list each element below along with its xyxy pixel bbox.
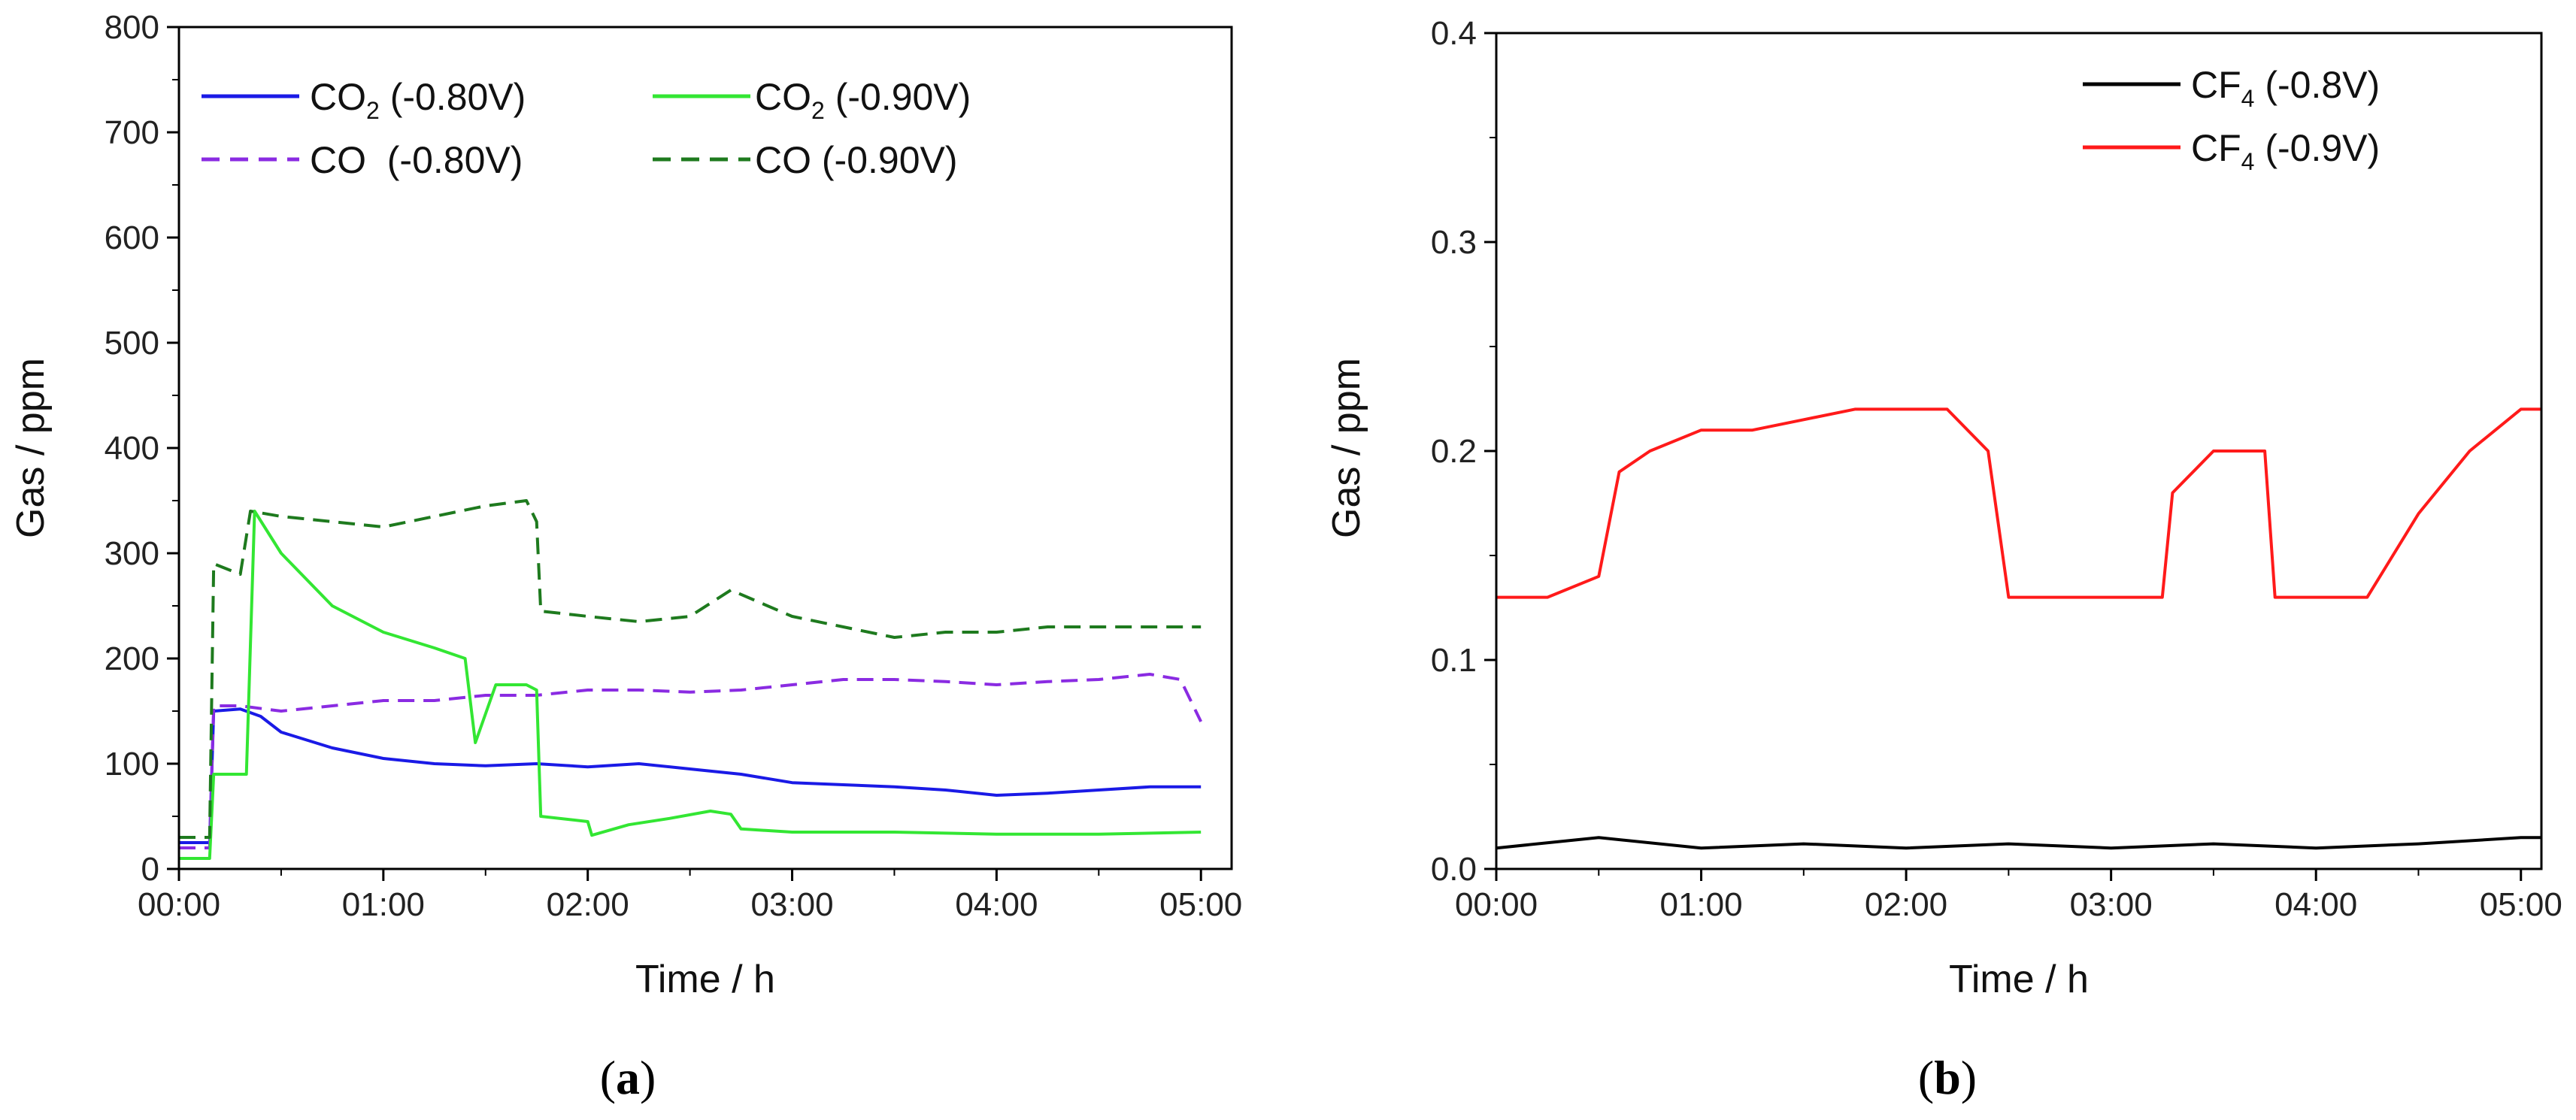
panel-a-series-line-3 — [179, 499, 1202, 839]
panel-b-caption-close: ) — [1961, 1051, 1977, 1104]
panel-a-chart: 00:00 01:00 02:00 03:00 04:00 05:00 0 100 200 30… — [9, 9, 1242, 1104]
panel-b-x-tick-label: 00:00 — [1455, 886, 1538, 923]
legend-label-cf4-09-main: CF — [2191, 127, 2241, 169]
legend-label-cf4-08-sub: 4 — [2241, 85, 2255, 112]
panel-a-y-tick-label: 600 — [105, 219, 159, 256]
panel-b-x-tick-label: 02:00 — [1865, 886, 1947, 923]
panel-a-x-tick-label: 05:00 — [1159, 886, 1242, 923]
legend-label-co-090-rest: (-0.90V) — [811, 139, 958, 181]
panel-a-y-axis: 0 100 200 300 400 500 600 700 800 — [105, 9, 179, 888]
legend-label-co-080-main: CO — [310, 139, 366, 181]
panel-b-x-tick-label: 03:00 — [2070, 886, 2153, 923]
legend-label-co2-090-rest: (-0.90V) — [825, 76, 971, 118]
legend-label-co2-080-sub: 2 — [366, 97, 380, 124]
legend-label-co2-090-sub: 2 — [811, 97, 825, 124]
panel-a-x-axis: 00:00 01:00 02:00 03:00 04:00 05:00 — [138, 869, 1242, 923]
svg-text:CF4 (-0.8V): CF4 (-0.8V) — [2191, 64, 2380, 112]
legend-label-cf4-08-rest: (-0.8V) — [2254, 64, 2380, 106]
legend-entry-cf4-08: CF4 (-0.8V) — [2083, 64, 2380, 112]
panel-b-legend: CF4 (-0.8V) CF4 (-0.9V) — [2083, 64, 2380, 175]
panel-b-chart: 00:00 01:00 02:00 03:00 04:00 05:00 0.0 0.1 0.2… — [1325, 15, 2562, 1104]
panel-b-x-axis: 00:00 01:00 02:00 03:00 04:00 05:00 — [1455, 869, 2562, 923]
panel-a-x-tick-label: 01:00 — [342, 886, 425, 923]
legend-label-co2-080-main: CO — [310, 76, 366, 118]
panel-a-series-line-1 — [179, 673, 1202, 849]
panel-b-y-tick-label: 0.1 — [1431, 642, 1477, 679]
legend-entry-co2-090: CO2 (-0.90V) — [653, 76, 971, 124]
panel-b-y-tick-label: 0.2 — [1431, 433, 1477, 470]
panel-a-x-tick-label: 03:00 — [750, 886, 833, 923]
panel-a-x-tick-label: 04:00 — [955, 886, 1038, 923]
panel-a-caption-close: ) — [640, 1051, 656, 1104]
panel-b-y-tick-label: 0.4 — [1431, 15, 1477, 52]
legend-label-cf4-08-main: CF — [2191, 64, 2241, 106]
panel-b-caption-letter: b — [1934, 1051, 1961, 1104]
panel-a-caption-letter: a — [616, 1051, 640, 1104]
panel-a-y-tick-label: 700 — [105, 114, 159, 151]
panel-a-y-tick-label: 300 — [105, 535, 159, 572]
panel-a-series-line-0 — [179, 707, 1202, 844]
panel-a-y-tick-label: 200 — [105, 640, 159, 677]
panel-b-y-axis: 0.0 0.1 0.2 0.3 0.4 — [1431, 15, 1496, 888]
svg-text:CF4 (-0.9V): CF4 (-0.9V) — [2191, 127, 2380, 175]
svg-text:CO (-0.80V): CO (-0.80V) — [310, 139, 523, 181]
panel-a-y-tick-label: 400 — [105, 430, 159, 467]
panel-a-legend: CO2 (-0.80V) CO (-0.80V) CO2 (-0.90V) CO… — [202, 76, 971, 181]
panel-b-caption: (b) — [1918, 1051, 1977, 1104]
legend-entry-co-090: CO (-0.90V) — [653, 139, 958, 181]
panel-a-series-group — [179, 499, 1202, 860]
panel-b-y-axis-title: Gas / ppm — [1325, 358, 1368, 538]
panel-b-series-line-0 — [1496, 836, 2541, 850]
panel-a-y-axis-title: Gas / ppm — [9, 358, 53, 538]
panel-b-x-axis-title: Time / h — [1949, 958, 2089, 1001]
legend-entry-cf4-09: CF4 (-0.9V) — [2083, 127, 2380, 175]
panel-a-x-axis-title: Time / h — [635, 958, 775, 1001]
panel-a-y-tick-label: 500 — [105, 325, 159, 362]
panel-b-x-tick-label: 01:00 — [1659, 886, 1742, 923]
legend-label-cf4-09-rest: (-0.9V) — [2254, 127, 2380, 169]
legend-entry-co-080: CO (-0.80V) — [202, 139, 523, 181]
legend-label-co-080-rest: (-0.80V) — [366, 139, 523, 181]
svg-text:CO (-0.90V): CO (-0.90V) — [755, 139, 958, 181]
panel-a-x-tick-label: 00:00 — [138, 886, 220, 923]
panel-b-y-tick-label: 0.3 — [1431, 224, 1477, 261]
legend-label-cf4-09-sub: 4 — [2241, 148, 2255, 175]
panel-b-caption-open: ( — [1918, 1051, 1934, 1104]
panel-a-caption-open: ( — [600, 1051, 616, 1104]
panel-a-series-line-2 — [179, 510, 1202, 860]
legend-label-co2-090-main: CO — [755, 76, 811, 118]
panel-b-series-line-1 — [1496, 407, 2541, 599]
panel-a-x-tick-label: 02:00 — [547, 886, 629, 923]
panel-b-x-tick-label: 05:00 — [2480, 886, 2562, 923]
panel-b-series-group — [1496, 407, 2541, 850]
panel-a-y-tick-label: 0 — [141, 851, 159, 888]
svg-text:CO2 (-0.80V): CO2 (-0.80V) — [310, 76, 526, 124]
legend-label-co2-080-rest: (-0.80V) — [380, 76, 526, 118]
legend-label-co-090-main: CO — [755, 139, 811, 181]
panel-b-x-tick-label: 04:00 — [2274, 886, 2357, 923]
panel-b-y-tick-label: 0.0 — [1431, 851, 1477, 888]
panel-a-caption: (a) — [600, 1051, 656, 1104]
svg-text:CO2 (-0.90V): CO2 (-0.90V) — [755, 76, 971, 124]
legend-entry-co2-080: CO2 (-0.80V) — [202, 76, 526, 124]
panel-a-y-tick-label: 800 — [105, 9, 159, 46]
panel-a-y-tick-label: 100 — [105, 746, 159, 782]
